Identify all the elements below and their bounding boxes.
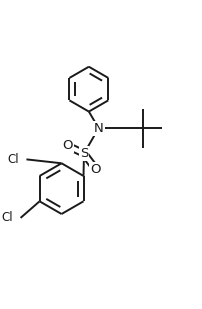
- Text: O: O: [90, 163, 101, 176]
- Text: Cl: Cl: [7, 153, 19, 166]
- Text: Cl: Cl: [1, 211, 13, 224]
- Text: S: S: [80, 147, 88, 160]
- Text: O: O: [62, 139, 73, 152]
- Text: N: N: [94, 122, 103, 135]
